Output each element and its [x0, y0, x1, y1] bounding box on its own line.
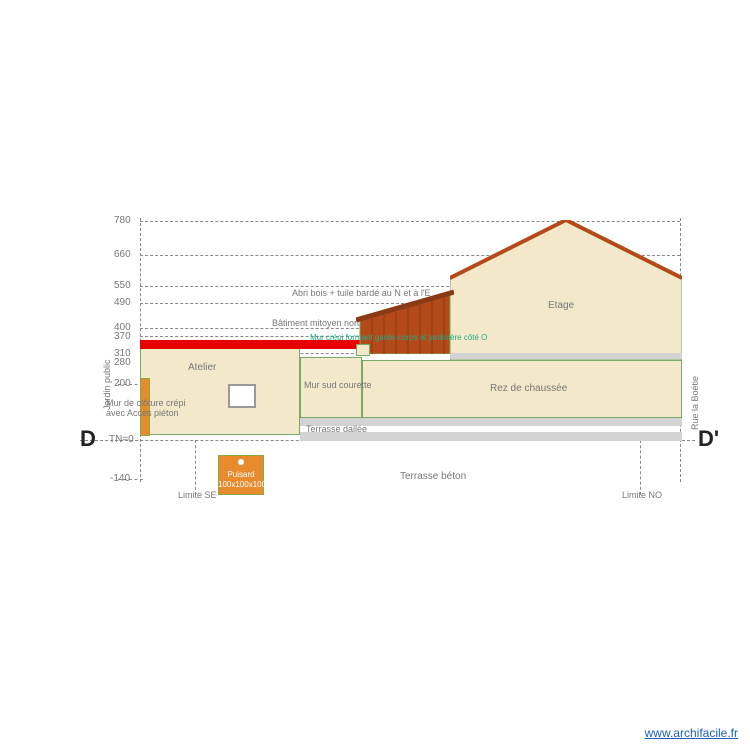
puisard-label: Puisard [218, 470, 264, 479]
band-under-etage [450, 353, 682, 359]
lbl-550: 550 [114, 280, 131, 291]
lbl-200: 200 [114, 378, 131, 389]
marker-d: D [80, 426, 96, 452]
etage-label: Etage [548, 300, 574, 311]
tn0-label: TN=0 [109, 434, 134, 445]
limite-se: Limite SE [178, 490, 217, 500]
marker-d-prime: D' [698, 426, 719, 452]
mur-cloture-label: Mur de clôture crépiavec Accès piéton [106, 398, 186, 419]
terrasse-beton-label: Terrasse béton [400, 471, 466, 482]
atelier-block [140, 347, 300, 435]
shed-base-box [356, 344, 370, 356]
abri-bois-label: Abri bois + tuile bardé au N et à l'E [292, 288, 431, 298]
lbl-490: 490 [114, 297, 131, 308]
lbl-m140: -140 [110, 473, 130, 484]
guide-limite-no [640, 440, 641, 495]
lbl-780: 780 [114, 215, 131, 226]
garde-corps-label: Mur crépi formant garde-corps et jardini… [310, 333, 487, 342]
terrasse-dallee-label: Terrasse dallée [306, 424, 367, 434]
jardin-label: Jardin public [102, 350, 112, 410]
puisard-dot [238, 459, 244, 465]
puisard-dim: 100x100x100 [218, 480, 264, 489]
rue-label: Rue la Boétie [690, 360, 700, 430]
footer-link[interactable]: www.archifacile.fr [645, 726, 738, 740]
atelier-window [228, 384, 256, 408]
courette-label: Mur sud courette [304, 380, 372, 390]
lbl-280: 280 [114, 357, 131, 368]
limite-no: Limite NO [622, 490, 662, 500]
guide-limite-se [195, 440, 196, 495]
atelier-label: Atelier [188, 362, 216, 373]
rez-label: Rez de chaussée [490, 383, 567, 394]
lbl-660: 660 [114, 249, 131, 260]
atelier-roof [140, 340, 300, 349]
lbl-370: 370 [114, 331, 131, 342]
batiment-mitoyen-label: Bâtiment mitoyen nord [272, 318, 362, 328]
